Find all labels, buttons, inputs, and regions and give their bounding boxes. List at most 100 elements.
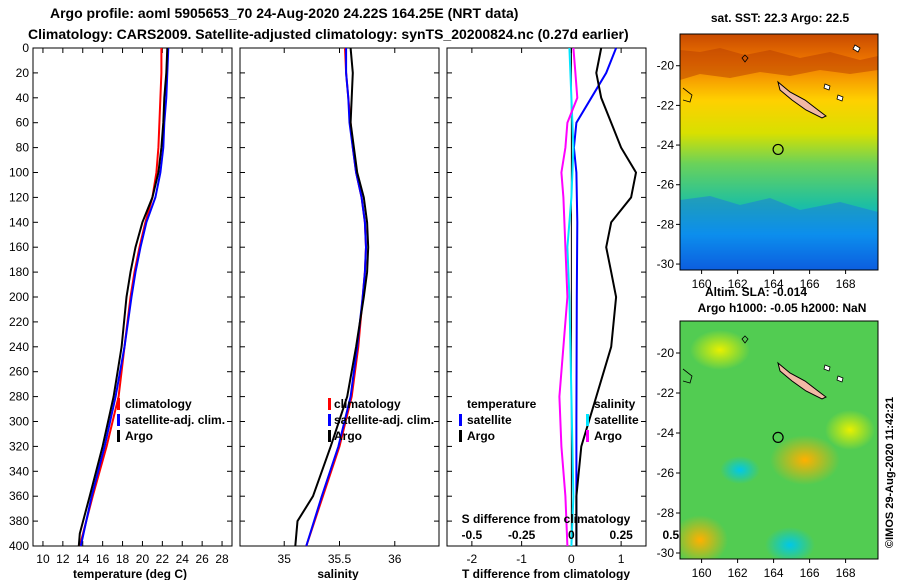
legend-s-argo: Argo bbox=[594, 429, 622, 443]
map-x-tick-label: 166 bbox=[800, 566, 820, 580]
difference-panel: -2 -1 0 1 T difference from climatology S d… bbox=[446, 47, 680, 580]
x-tick-label: 36 bbox=[388, 552, 402, 566]
y-tick-label: 380 bbox=[9, 514, 29, 528]
y-tick-label: 340 bbox=[9, 464, 29, 478]
legend-swatch-t-argo bbox=[459, 430, 462, 442]
x-top-tick-label: -0.5 bbox=[462, 528, 483, 542]
x-tick-label: 20 bbox=[136, 552, 150, 566]
legend-t-argo: Argo bbox=[467, 429, 495, 443]
y-tick-label: 320 bbox=[9, 439, 29, 453]
map-x-tick-label: 166 bbox=[800, 277, 820, 291]
y-tick-label: 60 bbox=[16, 116, 30, 130]
y-tick-label: 100 bbox=[9, 166, 29, 180]
coastline bbox=[682, 87, 693, 103]
map-x-tick-label: 164 bbox=[764, 277, 784, 291]
map-x-tick-label: 168 bbox=[836, 566, 856, 580]
y-tick-label: 0 bbox=[22, 41, 29, 55]
x-tick-label: 24 bbox=[176, 552, 190, 566]
difference-axes-frame bbox=[446, 47, 647, 547]
legend-satellite: satellite-adj. clim. bbox=[334, 413, 434, 427]
sla-map-panel: Altim. SLA: -0.014 Argo h1000: -0.05 h20… bbox=[657, 285, 879, 580]
sla-low-anomaly bbox=[765, 527, 815, 559]
legend-argo: Argo bbox=[334, 429, 362, 443]
map-y-tick-label: -30 bbox=[657, 257, 675, 271]
legend-swatch-argo bbox=[328, 430, 331, 442]
map-y-tick-label: -28 bbox=[657, 506, 675, 520]
legend-swatch-climatology bbox=[117, 398, 120, 410]
x-tick-label: -2 bbox=[467, 552, 478, 566]
x-tick-label: 28 bbox=[215, 552, 229, 566]
x-tick-label: 18 bbox=[116, 552, 130, 566]
loyalty-island bbox=[836, 94, 844, 102]
map-y-tick-label: -20 bbox=[657, 59, 675, 73]
y-tick-label: 40 bbox=[16, 91, 30, 105]
y-tick-label: 200 bbox=[9, 290, 29, 304]
coastline bbox=[682, 368, 693, 384]
y-tick-label: 160 bbox=[9, 240, 29, 254]
sla-map-title: Altim. SLA: -0.014 bbox=[705, 285, 807, 299]
new-caledonia-island bbox=[777, 80, 827, 119]
map-x-tick-label: 162 bbox=[728, 277, 748, 291]
y-tick-label: 180 bbox=[9, 265, 29, 279]
sla-map-subtitle: Argo h1000: -0.05 h2000: NaN bbox=[698, 301, 867, 315]
y-tick-label: 360 bbox=[9, 489, 29, 503]
loyalty-island bbox=[836, 375, 844, 383]
y-tick-label: 20 bbox=[16, 66, 30, 80]
map-y-tick-label: -26 bbox=[657, 466, 675, 480]
salinity-axes-frame bbox=[239, 47, 440, 547]
map-y-tick-label: -24 bbox=[657, 426, 675, 440]
y-tick-label: 280 bbox=[9, 390, 29, 404]
legend-argo: Argo bbox=[125, 429, 153, 443]
y-tick-label: 220 bbox=[9, 315, 29, 329]
sst-map-title: sat. SST: 22.3 Argo: 22.5 bbox=[711, 11, 850, 25]
y-tick-label: 260 bbox=[9, 365, 29, 379]
map-y-tick-label: -30 bbox=[657, 546, 675, 560]
legend-swatch-satellite bbox=[328, 414, 331, 426]
sst-cool-band bbox=[680, 196, 878, 270]
legend-swatch-s-satellite bbox=[586, 414, 589, 426]
map-y-tick-label: -20 bbox=[657, 346, 675, 360]
x-tick-label: 12 bbox=[56, 552, 70, 566]
map-x-tick-label: 162 bbox=[728, 566, 748, 580]
vanuatu-island bbox=[852, 44, 861, 53]
argo-location-marker bbox=[772, 143, 784, 156]
legend-temperature-title: temperature bbox=[467, 397, 537, 411]
x-tick-label: 14 bbox=[76, 552, 90, 566]
x-tick-label: 35.5 bbox=[328, 552, 352, 566]
legend-s-satellite: satellite bbox=[594, 413, 639, 427]
map-x-tick-label: 160 bbox=[692, 277, 712, 291]
sla-high-anomaly bbox=[680, 515, 728, 559]
temperature-legend: climatology satellite-adj. clim. Argo bbox=[117, 397, 225, 443]
map-y-tick-label: -24 bbox=[657, 138, 675, 152]
salinity-panel: 35 35.5 36 salinity climatology satellite-… bbox=[239, 47, 440, 580]
legend-swatch-argo bbox=[117, 430, 120, 442]
series-line-s-argo bbox=[558, 47, 579, 547]
y-tick-label: 240 bbox=[9, 340, 29, 354]
argo-location-marker bbox=[772, 431, 784, 443]
x-tick-label: 26 bbox=[195, 552, 209, 566]
sst-map-frame bbox=[679, 33, 879, 271]
series-line-satellite-adj-clim- bbox=[305, 48, 368, 547]
legend-climatology: climatology bbox=[125, 397, 192, 411]
x-tick-label: 35 bbox=[278, 552, 292, 566]
legend-swatch-s-argo bbox=[586, 430, 589, 442]
map-x-tick-label: 160 bbox=[692, 566, 712, 580]
map-y-tick-label: -22 bbox=[657, 386, 675, 400]
temperature-panel: 0 20 40 60 80 100 120 140 160 180 200 220 240 260 280 3… bbox=[9, 41, 233, 580]
new-caledonia-island bbox=[777, 361, 827, 400]
difference-legend: temperature satellite Argo salinity sate… bbox=[459, 397, 639, 443]
x-tick-label: -1 bbox=[516, 552, 527, 566]
x-top-tick-label: 0 bbox=[568, 528, 575, 542]
legend-t-satellite: satellite bbox=[467, 413, 512, 427]
loyalty-island bbox=[823, 364, 831, 372]
y-tick-label: 120 bbox=[9, 190, 29, 204]
series-line-satellite-adj-clim- bbox=[79, 47, 170, 547]
sst-warm-band bbox=[680, 48, 878, 80]
map-y-tick-label: -22 bbox=[657, 98, 675, 112]
imos-credit: ©IMOS 29-Aug-2020 11:42:21 bbox=[884, 396, 896, 548]
x-tick-label: 22 bbox=[156, 552, 170, 566]
x-tick-label: 1 bbox=[618, 552, 625, 566]
difference-xlabel-top: S difference from climatology bbox=[462, 512, 631, 526]
sla-map-frame bbox=[679, 320, 879, 560]
x-tick-label: 0 bbox=[568, 552, 575, 566]
